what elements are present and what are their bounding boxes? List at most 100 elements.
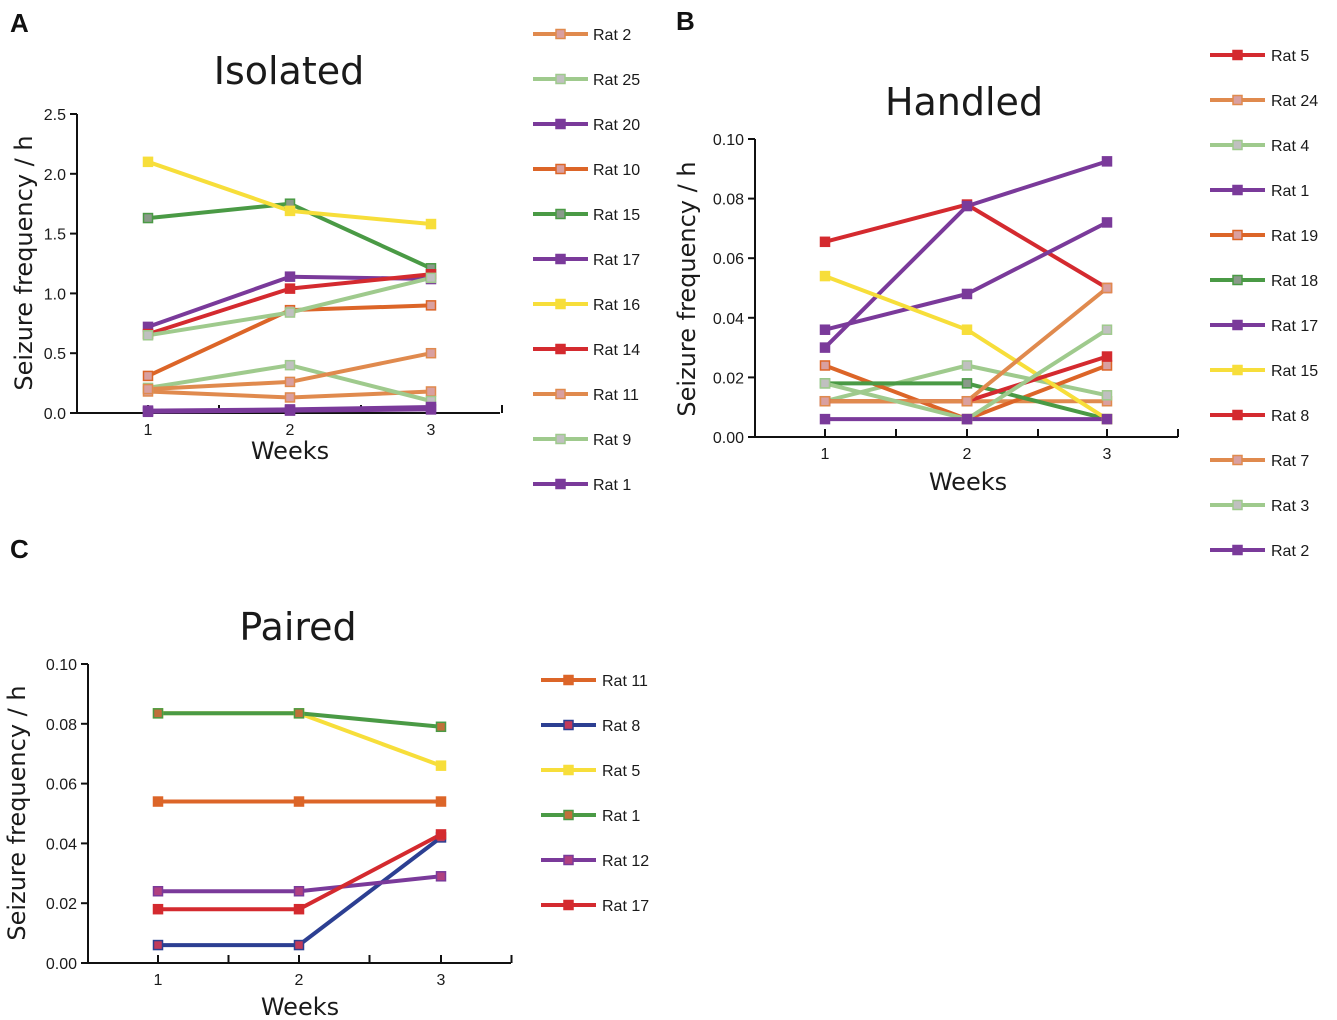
legend-label: Rat 25: [593, 72, 640, 89]
data-point-marker: [284, 405, 296, 416]
legend-label: Rat 19: [1271, 228, 1318, 245]
legend-swatch-marker: [1232, 544, 1243, 556]
y-tick-label: 0.02: [713, 370, 744, 387]
data-point-marker: [293, 939, 305, 951]
legend-item: Rat 9: [533, 432, 631, 449]
legend-item: Rat 5: [541, 763, 640, 780]
legend-label: Rat 16: [593, 297, 640, 314]
chart-isolated: Isolated 0.0 0.5 1.0 1.5 2.0 2.5 1 2 3 Weeks Seizur…: [10, 27, 640, 494]
data-point-marker: [435, 829, 447, 840]
legend-item: Rat 8: [1210, 408, 1309, 425]
series-markers: [152, 708, 447, 951]
legend-item: Rat 16: [533, 297, 640, 314]
data-point-marker: [1101, 282, 1113, 294]
legend-swatch-marker: [555, 478, 566, 490]
legend-swatch-marker: [555, 163, 566, 175]
data-point-marker: [425, 218, 437, 230]
data-point-marker: [961, 200, 973, 212]
data-point-marker: [142, 212, 154, 224]
data-point-marker: [425, 347, 437, 359]
legend-item: Rat 19: [1210, 228, 1318, 245]
legend-swatch-marker: [563, 809, 574, 821]
chart-paired: Paired 0.00 0.02 0.04 0.06 0.08 0.10 1 2 3 Weeks Se…: [3, 605, 649, 1020]
legend-swatch-marker: [555, 298, 566, 310]
legend-label: Rat 8: [1271, 408, 1309, 425]
legend-label: Rat 17: [1271, 318, 1318, 335]
legend-item: Rat 7: [1210, 453, 1309, 470]
legend-label: Rat 17: [602, 898, 649, 915]
legend-label: Rat 10: [593, 162, 640, 179]
data-point-marker: [1101, 390, 1113, 401]
legend-item: Rat 14: [533, 342, 640, 359]
chart-title: Isolated: [214, 49, 365, 93]
y-axis-label: Seizure frequency / h: [10, 135, 38, 390]
data-point-marker: [435, 721, 447, 733]
legend-item: Rat 1: [1210, 183, 1309, 200]
legend-swatch-marker: [1232, 139, 1243, 151]
legend-item: Rat 5: [1210, 48, 1309, 65]
legend-item: Rat 11: [533, 387, 639, 404]
y-tick-label: 0.5: [44, 346, 66, 363]
legend-swatch-marker: [555, 388, 566, 400]
series-line: [823, 220, 1109, 332]
x-tick-label: 3: [427, 422, 436, 439]
legend-label: Rat 3: [1271, 498, 1309, 515]
legend-swatch-marker: [563, 674, 574, 686]
legend-item: Rat 2: [1210, 543, 1309, 560]
data-point-marker: [961, 288, 973, 300]
x-tick-label: 2: [286, 422, 295, 439]
legend-item: Rat 15: [533, 207, 640, 224]
data-point-marker: [961, 378, 973, 389]
x-tick-label: 2: [295, 972, 304, 989]
legend-item: Rat 4: [1210, 138, 1309, 155]
y-tick-label: 0.06: [46, 777, 77, 794]
data-point-marker: [284, 359, 296, 371]
y-tick-label: 0.04: [46, 836, 77, 853]
series-line: [146, 272, 433, 337]
legend-label: Rat 24: [1271, 93, 1318, 110]
x-tick-label: 3: [1103, 446, 1112, 463]
legend-swatch-marker: [1232, 454, 1243, 466]
legend-swatch-marker: [555, 118, 566, 130]
data-point-marker: [142, 156, 154, 168]
x-tick-label: 1: [144, 422, 153, 439]
data-point-marker: [425, 272, 437, 284]
legend-item: Rat 10: [533, 162, 640, 179]
data-point-marker: [1101, 351, 1113, 362]
legend-swatch-marker: [563, 854, 574, 866]
legend-swatch-marker: [555, 208, 566, 220]
series-line: [823, 202, 1109, 290]
data-point-marker: [961, 395, 973, 407]
data-point-marker: [142, 406, 154, 418]
panel-letter-b: B: [676, 6, 695, 36]
panel-letter-c: C: [10, 534, 29, 564]
legend: Rat 2 Rat 25 Rat 20 Rat 10 Rat 15 Rat 17 Rat 1…: [533, 27, 640, 494]
legend-item: Rat 24: [1210, 93, 1318, 110]
data-point-marker: [819, 395, 831, 407]
series-markers: [142, 156, 437, 418]
legend-swatch-marker: [563, 899, 574, 911]
y-tick-label: 0.00: [713, 430, 744, 447]
data-point-marker: [293, 708, 305, 719]
data-point-marker: [284, 392, 296, 403]
y-tick-label: 0.00: [46, 956, 77, 973]
legend-swatch-marker: [555, 28, 566, 40]
chart-handled: Handled 0.00 0.02 0.04 0.06 0.08 0.10 1 2 3 Weeks S…: [673, 48, 1318, 560]
data-point-marker: [961, 413, 973, 425]
legend-label: Rat 2: [593, 27, 631, 44]
data-point-marker: [961, 360, 973, 371]
legend-item: Rat 11: [541, 673, 648, 690]
data-point-marker: [819, 236, 831, 248]
data-point-marker: [152, 796, 164, 807]
legend-swatch-marker: [1232, 229, 1243, 241]
legend-swatch-marker: [1232, 184, 1243, 196]
legend-label: Rat 5: [602, 763, 640, 780]
legend-swatch-marker: [1232, 364, 1243, 376]
data-point-marker: [284, 283, 296, 294]
legend-label: Rat 9: [593, 432, 631, 449]
legend-label: Rat 8: [602, 718, 640, 735]
y-tick-label: 2.5: [44, 107, 66, 124]
data-point-marker: [284, 376, 296, 388]
data-point-marker: [435, 796, 447, 807]
legend-label: Rat 15: [1271, 363, 1318, 380]
